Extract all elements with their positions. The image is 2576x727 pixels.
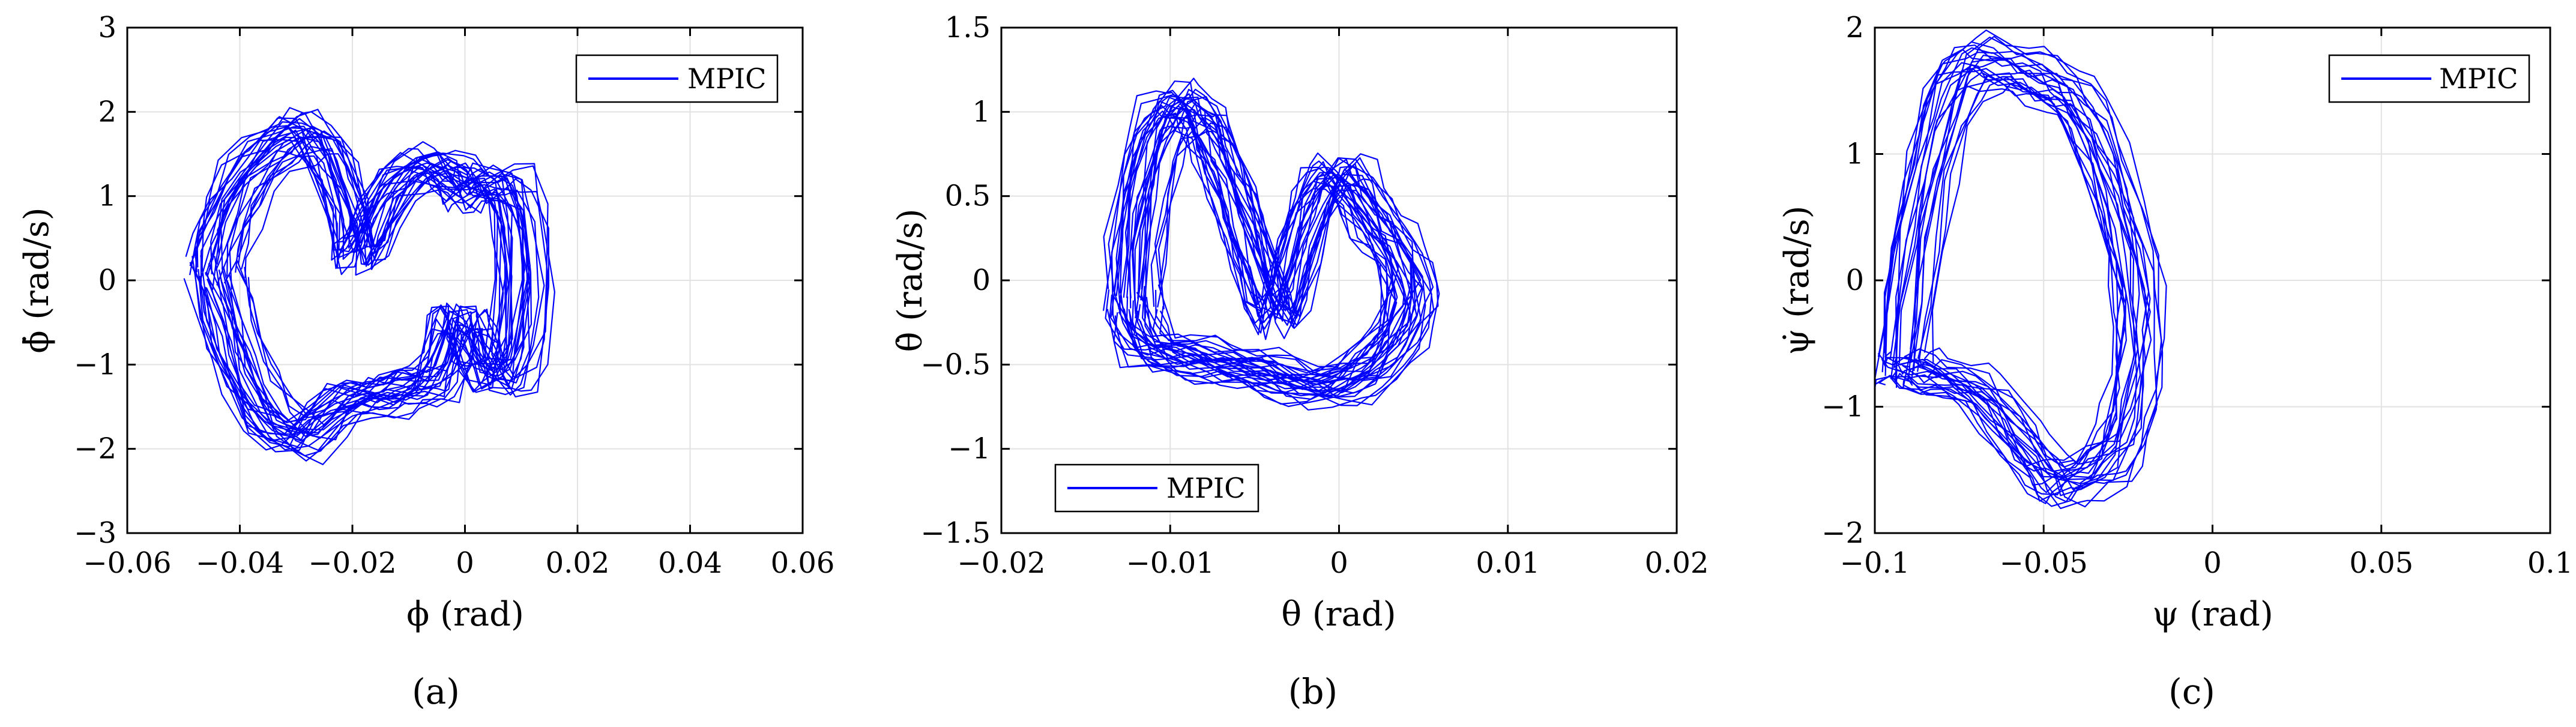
y-tick-label: 1.5 xyxy=(945,11,991,44)
x-tick-label: −0.02 xyxy=(957,546,1045,580)
panel-a-caption: (a) xyxy=(412,671,460,712)
y-tick-label: 1 xyxy=(972,95,991,128)
series-line-mpic xyxy=(199,149,504,442)
series-line-mpic xyxy=(1113,89,1395,376)
series-line-mpic xyxy=(204,118,531,441)
series-line-mpic xyxy=(244,153,530,441)
panel-c-xlabel: ψ (rad) xyxy=(2152,595,2273,634)
series-line-mpic xyxy=(1890,47,2151,502)
x-tick-label: 0.05 xyxy=(2349,546,2413,580)
series-line-mpic xyxy=(1138,93,1412,374)
panel-c-trace xyxy=(1875,29,2167,509)
panel-c: −0.1 −0.05 0 0.05 0.1 −2 −1 0 1 2 MPIC ψ (rad) ψ̇… xyxy=(1778,11,2573,712)
panel-a-ylabel: ϕ̇ (rad/s) xyxy=(17,207,56,353)
y-tick-label: 3 xyxy=(98,11,116,44)
panel-b-legend-label: MPIC xyxy=(1166,472,1245,504)
x-tick-label: 0.01 xyxy=(1476,546,1540,580)
series-line-mpic xyxy=(1102,109,1398,405)
x-tick-label: −0.06 xyxy=(83,546,171,580)
series-line-mpic xyxy=(216,125,555,465)
y-tick-label: −1 xyxy=(74,348,116,381)
y-tick-label: 2 xyxy=(1845,11,1864,44)
series-line-mpic xyxy=(195,125,496,423)
series-line-mpic xyxy=(195,107,524,442)
series-line-mpic xyxy=(1135,103,1432,406)
x-tick-label: −0.04 xyxy=(196,546,284,580)
y-tick-label: −0.5 xyxy=(920,348,991,381)
panel-b: −0.02 −0.01 0 0.01 0.02 −1.5 −1 −0.5 0 0.5 1 1.5 MP… xyxy=(891,11,1709,712)
y-tick-label: 2 xyxy=(98,95,116,128)
panel-b-ticks: −0.02 −0.01 0 0.01 0.02 −1.5 −1 −0.5 0 0.5 1 1.5 xyxy=(920,11,1709,580)
series-line-mpic xyxy=(1134,88,1435,398)
panel-a-legend-label: MPIC xyxy=(687,62,766,95)
series-line-mpic xyxy=(238,133,532,418)
panel-a-trace xyxy=(183,107,555,465)
series-line-mpic xyxy=(1157,116,1417,383)
series-line-mpic xyxy=(220,136,550,457)
y-tick-label: 1 xyxy=(1845,137,1864,171)
series-line-mpic xyxy=(1124,80,1416,381)
x-tick-label: −0.1 xyxy=(1840,546,1910,580)
series-line-mpic xyxy=(1923,70,2150,465)
series-line-mpic xyxy=(228,148,525,437)
x-tick-label: 0.02 xyxy=(546,546,610,580)
series-line-mpic xyxy=(1908,76,2137,480)
x-tick-label: 0.06 xyxy=(771,546,835,580)
panel-b-ylabel: θ̇ (rad/s) xyxy=(891,209,930,352)
x-tick-label: 0.1 xyxy=(2527,546,2573,580)
panel-b-caption: (b) xyxy=(1288,671,1338,712)
series-line-mpic xyxy=(1893,29,2148,484)
y-tick-label: −3 xyxy=(74,516,116,550)
series-line-mpic xyxy=(1875,64,2122,496)
series-line-mpic xyxy=(229,155,513,433)
panel-b-legend: MPIC xyxy=(1054,463,1259,513)
panel-c-grid xyxy=(1874,27,2551,534)
panel-b-trace xyxy=(1102,77,1440,411)
y-tick-label: −1 xyxy=(948,432,991,466)
panel-a-legend: MPIC xyxy=(575,54,779,103)
series-line-mpic xyxy=(200,139,508,448)
series-line-mpic xyxy=(1928,83,2152,478)
y-tick-label: 1 xyxy=(98,179,116,213)
x-tick-label: −0.01 xyxy=(1126,546,1214,580)
y-tick-label: 0 xyxy=(1845,264,1864,297)
series-line-mpic xyxy=(1893,85,2126,493)
series-line-mpic xyxy=(1119,95,1423,398)
panel-a-xlabel: ϕ (rad) xyxy=(406,595,524,634)
y-tick-label: −1 xyxy=(1821,390,1864,424)
x-tick-label: 0 xyxy=(456,546,474,580)
y-tick-label: 0 xyxy=(972,264,991,297)
x-tick-label: −0.02 xyxy=(308,546,396,580)
series-line-mpic xyxy=(1902,37,2162,496)
panel-a-grid xyxy=(127,27,803,534)
series-line-mpic xyxy=(1884,62,2114,468)
x-tick-label: −0.05 xyxy=(2000,546,2088,580)
series-line-mpic xyxy=(1916,77,2151,488)
y-tick-label: 0 xyxy=(98,264,116,297)
panel-a: −0.06 −0.04 −0.02 0 0.02 0.04 0.06 −3 −2 −1 0 1 2 3 M… xyxy=(17,11,834,712)
y-tick-label: −2 xyxy=(1821,516,1864,550)
panel-b-grid xyxy=(1001,27,1677,534)
y-tick-label: −2 xyxy=(74,432,116,466)
panel-c-ticks: −0.1 −0.05 0 0.05 0.1 −2 −1 0 1 2 xyxy=(1821,11,2573,580)
panel-c-ylabel: ψ̇ (rad/s) xyxy=(1778,205,1817,355)
series-line-mpic xyxy=(1137,77,1439,384)
panel-c-legend: MPIC xyxy=(2328,54,2530,103)
series-line-mpic xyxy=(1902,55,2158,509)
x-tick-label: 0.04 xyxy=(658,546,722,580)
y-tick-label: −1.5 xyxy=(920,516,991,550)
y-tick-label: 0.5 xyxy=(945,179,991,213)
panel-c-caption: (c) xyxy=(2168,671,2215,712)
panel-b-xlabel: θ (rad) xyxy=(1281,595,1396,634)
series-line-mpic xyxy=(1904,59,2138,468)
panel-c-legend-label: MPIC xyxy=(2439,62,2518,95)
panel-a-ticks: −0.06 −0.04 −0.02 0 0.02 0.04 0.06 −3 −2 −1 0 1 2 3 xyxy=(74,11,834,580)
x-tick-label: 0.02 xyxy=(1645,546,1709,580)
series-line-mpic xyxy=(1157,106,1422,372)
x-tick-label: 0 xyxy=(2203,546,2222,580)
x-tick-label: 0 xyxy=(1330,546,1348,580)
series-line-mpic xyxy=(1875,68,2120,504)
